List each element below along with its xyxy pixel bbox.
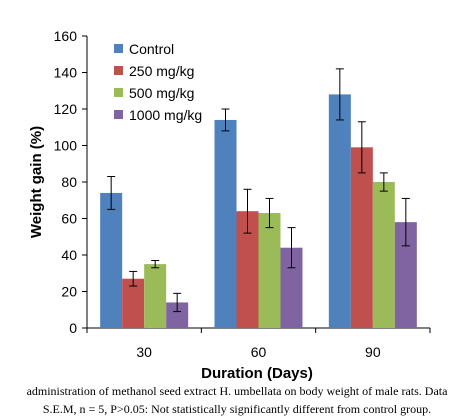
legend-label: 500 mg/kg — [129, 85, 194, 101]
legend-label: 1000 mg/kg — [129, 107, 202, 123]
bar — [258, 213, 281, 328]
bar — [372, 182, 395, 328]
x-tick-label: 90 — [365, 344, 381, 360]
y-tick-label: 120 — [54, 101, 78, 117]
bar — [144, 264, 167, 328]
bar — [214, 119, 237, 328]
bar — [394, 222, 417, 328]
y-tick-label: 60 — [61, 211, 77, 227]
legend-swatch — [114, 88, 123, 97]
legend-swatch — [114, 44, 123, 53]
legend-label: 250 mg/kg — [129, 63, 194, 79]
bar — [236, 211, 259, 328]
bar — [166, 302, 189, 328]
y-tick-label: 100 — [54, 138, 78, 154]
y-axis-title: Weight gain (%) — [28, 126, 45, 238]
x-tick-label: 60 — [251, 344, 267, 360]
legend-swatch — [114, 110, 123, 119]
figure-caption-line-2: S.E.M, n = 5, P>0.05: Not statistically … — [42, 402, 432, 416]
bar-chart: 0 20 40 60 80 100 120 140 160 30 60 90 Control 250 … — [28, 28, 431, 382]
y-tick-label: 0 — [69, 320, 77, 336]
bars — [100, 94, 417, 329]
x-axis: 30 60 90 — [86, 327, 431, 360]
figure-caption-line-1: administration of methanol seed extract … — [26, 384, 448, 398]
y-tick-label: 80 — [61, 174, 77, 190]
error-bars — [107, 68, 410, 313]
y-tick-label: 20 — [61, 284, 77, 300]
bar — [122, 278, 145, 328]
legend-label: Control — [129, 41, 174, 57]
bar — [100, 192, 123, 328]
x-axis-title: Duration (Days) — [201, 365, 313, 382]
bar — [350, 147, 373, 328]
y-tick-label: 160 — [54, 28, 78, 44]
bar — [280, 247, 303, 328]
y-tick-label: 140 — [54, 65, 78, 81]
bar — [328, 94, 351, 329]
x-tick-label: 30 — [136, 344, 152, 360]
y-axis: 0 20 40 60 80 100 120 140 160 — [54, 28, 88, 336]
y-tick-label: 40 — [61, 247, 77, 263]
legend-swatch — [114, 66, 123, 75]
legend: Control 250 mg/kg 500 mg/kg 1000 mg/kg — [114, 41, 202, 123]
